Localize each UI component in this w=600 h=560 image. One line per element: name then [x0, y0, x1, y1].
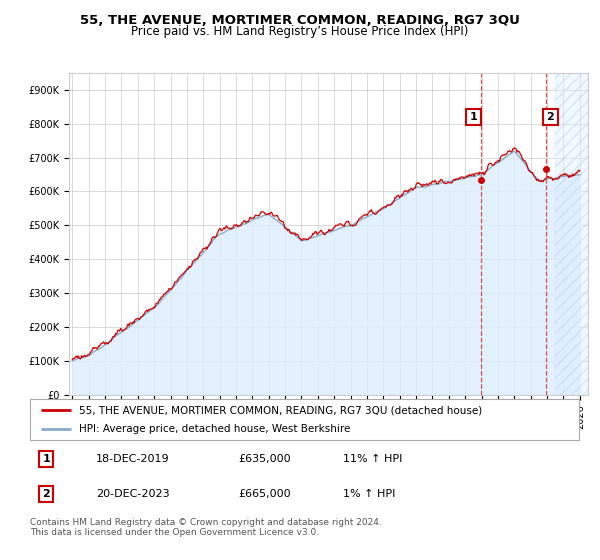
Text: 55, THE AVENUE, MORTIMER COMMON, READING, RG7 3QU: 55, THE AVENUE, MORTIMER COMMON, READING…: [80, 14, 520, 27]
Text: HPI: Average price, detached house, West Berkshire: HPI: Average price, detached house, West…: [79, 424, 351, 433]
Text: 11% ↑ HPI: 11% ↑ HPI: [343, 454, 403, 464]
Text: £665,000: £665,000: [239, 489, 291, 499]
Text: 2: 2: [43, 489, 50, 499]
Text: Contains HM Land Registry data © Crown copyright and database right 2024.
This d: Contains HM Land Registry data © Crown c…: [30, 518, 382, 538]
Text: 1: 1: [43, 454, 50, 464]
Text: Price paid vs. HM Land Registry’s House Price Index (HPI): Price paid vs. HM Land Registry’s House …: [131, 25, 469, 38]
Text: 55, THE AVENUE, MORTIMER COMMON, READING, RG7 3QU (detached house): 55, THE AVENUE, MORTIMER COMMON, READING…: [79, 405, 482, 415]
Text: 1% ↑ HPI: 1% ↑ HPI: [343, 489, 395, 499]
Text: 2: 2: [547, 112, 554, 122]
Text: 20-DEC-2023: 20-DEC-2023: [96, 489, 170, 499]
Text: 1: 1: [470, 112, 477, 122]
Text: 18-DEC-2019: 18-DEC-2019: [96, 454, 170, 464]
Text: £635,000: £635,000: [239, 454, 291, 464]
